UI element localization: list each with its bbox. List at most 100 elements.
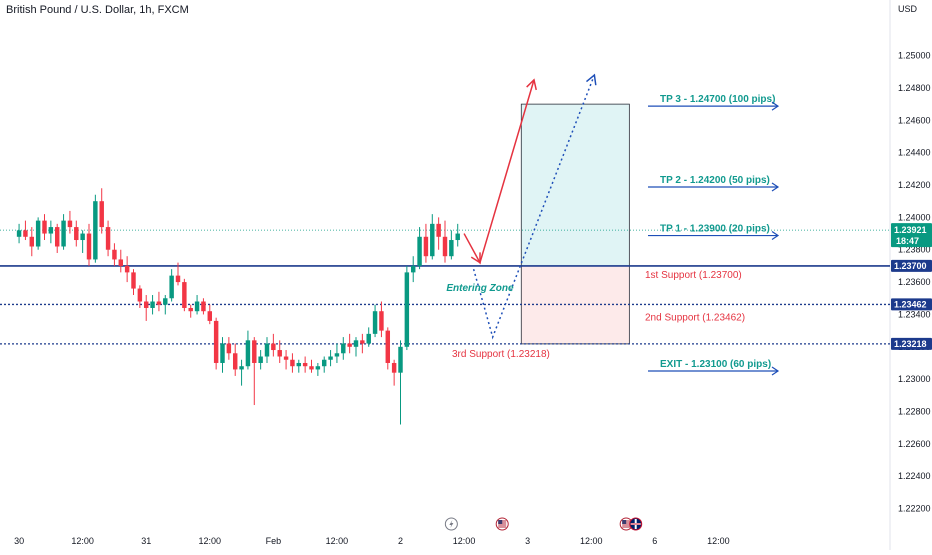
candle-body (436, 223, 441, 237)
stop-zone[interactable] (521, 265, 630, 344)
candle-body (156, 301, 162, 305)
last-price-value: 1.23921 (894, 225, 927, 235)
candle (271, 333, 276, 357)
candle (74, 220, 79, 247)
time-tick-label: 12:00 (453, 536, 476, 546)
price-tag-text: 1.23700 (894, 261, 927, 271)
candle-body (404, 272, 410, 347)
candle-body (271, 343, 276, 351)
price-tick-label: 1.24400 (898, 148, 931, 158)
candle (290, 353, 295, 373)
lightning-icon[interactable] (444, 517, 458, 531)
uk-flag-icon[interactable] (629, 517, 643, 531)
price-axis[interactable]: 1.25000 1.24800 1.24600 1.24400 1.24200 1.240… (891, 51, 932, 514)
candle-body (16, 230, 22, 237)
candle-body (296, 362, 302, 367)
projection-arrows[interactable] (463, 73, 597, 340)
flag-canton (498, 520, 503, 524)
support-label-1: 1st Support (1.23700) (645, 270, 742, 281)
candle (99, 188, 104, 234)
candle-body (372, 311, 378, 334)
time-tick-label: 3 (525, 536, 530, 546)
position-box-outline[interactable] (520, 103, 630, 345)
candle-body (131, 272, 136, 289)
candle (385, 327, 391, 370)
candle (80, 230, 85, 253)
candle (67, 210, 73, 234)
candle (360, 333, 365, 354)
candle (188, 304, 193, 318)
candle (131, 269, 136, 296)
candle-body (150, 301, 155, 308)
candle-body (182, 282, 187, 308)
entering-zone-label: Entering Zone (446, 283, 514, 294)
alternate-projection-arrow[interactable] (472, 74, 596, 340)
time-axis[interactable]: 30 12:00 31 12:00 Feb 12:00 2 12:00 3 12:00 6 12:00 (14, 536, 730, 546)
candle (302, 356, 308, 373)
candle-body (67, 220, 73, 228)
candle (61, 214, 66, 250)
candle-body (328, 356, 333, 360)
event-markers[interactable] (444, 517, 643, 531)
price-tick-label: 1.24200 (898, 180, 931, 190)
candle (226, 337, 232, 360)
candle (277, 340, 282, 363)
price-tick-label: 1.22600 (898, 439, 931, 449)
price-tag[interactable] (891, 298, 932, 311)
candle (169, 269, 174, 302)
candle-body (48, 227, 54, 234)
candle (163, 295, 168, 315)
candle (309, 359, 314, 373)
arrow-right-icon (771, 366, 780, 376)
candle (296, 359, 302, 373)
price-tick-label: 1.24000 (898, 212, 931, 222)
candle-body (379, 311, 384, 331)
candle-body (341, 343, 346, 354)
time-tick-label: Feb (266, 536, 282, 546)
candle (379, 301, 384, 338)
candle (245, 330, 251, 370)
candle-body (201, 301, 206, 312)
candle-body (366, 333, 371, 344)
candle-body (309, 366, 314, 370)
us-flag-icon[interactable] (495, 517, 509, 531)
candle (48, 220, 54, 244)
arrowhead-up (526, 78, 537, 91)
arrow-right-icon (771, 231, 780, 241)
candle (430, 214, 435, 260)
candle-body (442, 236, 448, 257)
take-profit-label-3: TP 1 - 1.23900 (20 pips) (660, 224, 770, 235)
candle (417, 227, 422, 270)
arrowhead-down (470, 252, 481, 265)
time-tick-label: 31 (141, 536, 151, 546)
candle-body (430, 223, 435, 257)
candle (112, 243, 117, 266)
candle (404, 265, 410, 351)
time-tick-label: 12:00 (580, 536, 603, 546)
candle (341, 337, 346, 360)
candle (118, 249, 124, 273)
time-tick-label: 2 (398, 536, 403, 546)
candle-body (42, 220, 47, 234)
price-tag[interactable] (891, 337, 932, 350)
position-tool[interactable] (520, 103, 630, 345)
candle-body (385, 330, 391, 363)
candle-body (264, 343, 270, 357)
candle-body (321, 359, 327, 367)
price-tag[interactable] (891, 259, 932, 272)
last-price-tag[interactable] (891, 223, 932, 248)
take-profit-label-1: TP 3 - 1.24700 (100 pips) (660, 94, 775, 105)
price-axis-unit: USD (898, 4, 918, 14)
candle (150, 295, 155, 315)
candle-body (455, 233, 460, 241)
candle-body (449, 240, 454, 257)
candle (124, 256, 130, 283)
price-tick-label: 1.23800 (898, 245, 931, 255)
candle-body (23, 230, 28, 237)
target-zone[interactable] (521, 104, 630, 266)
us-flag-icon[interactable] (619, 517, 633, 531)
time-tick-label: 12:00 (326, 536, 349, 546)
price-tick-label: 1.22400 (898, 471, 931, 481)
